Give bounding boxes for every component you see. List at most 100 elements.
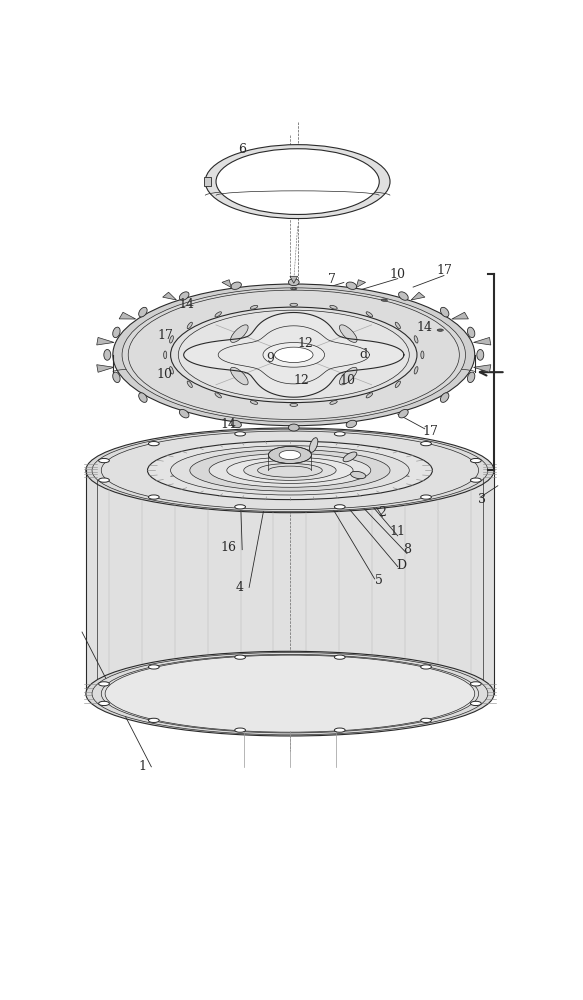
Ellipse shape xyxy=(187,322,192,329)
Ellipse shape xyxy=(414,336,418,343)
Text: 8: 8 xyxy=(403,543,411,556)
Ellipse shape xyxy=(440,393,449,402)
Ellipse shape xyxy=(421,442,431,446)
Ellipse shape xyxy=(215,312,222,317)
Ellipse shape xyxy=(290,403,298,406)
Ellipse shape xyxy=(470,682,481,686)
Ellipse shape xyxy=(275,347,313,363)
Polygon shape xyxy=(411,292,425,300)
Ellipse shape xyxy=(244,460,336,480)
Ellipse shape xyxy=(250,305,258,309)
Ellipse shape xyxy=(291,287,297,290)
Ellipse shape xyxy=(330,401,337,404)
Ellipse shape xyxy=(164,351,167,359)
Ellipse shape xyxy=(346,420,357,428)
Ellipse shape xyxy=(149,495,159,499)
Ellipse shape xyxy=(149,665,159,669)
Ellipse shape xyxy=(180,292,189,300)
Ellipse shape xyxy=(330,305,337,309)
Ellipse shape xyxy=(99,701,110,706)
Ellipse shape xyxy=(346,282,357,289)
Ellipse shape xyxy=(289,424,299,431)
Ellipse shape xyxy=(113,284,475,426)
Ellipse shape xyxy=(268,446,311,463)
Ellipse shape xyxy=(187,381,192,388)
Ellipse shape xyxy=(101,654,479,733)
Polygon shape xyxy=(97,337,114,345)
Polygon shape xyxy=(97,365,114,372)
Ellipse shape xyxy=(437,329,443,331)
Text: 12: 12 xyxy=(297,337,313,350)
Ellipse shape xyxy=(343,452,357,462)
Text: 14: 14 xyxy=(178,298,194,311)
Text: 1: 1 xyxy=(138,760,146,773)
Ellipse shape xyxy=(421,665,431,669)
Ellipse shape xyxy=(180,409,189,418)
Ellipse shape xyxy=(139,307,147,317)
Ellipse shape xyxy=(209,453,371,487)
Ellipse shape xyxy=(350,471,366,479)
Ellipse shape xyxy=(149,718,159,722)
Polygon shape xyxy=(119,312,136,319)
Ellipse shape xyxy=(205,145,390,219)
Polygon shape xyxy=(163,292,177,300)
Ellipse shape xyxy=(395,381,401,388)
Ellipse shape xyxy=(289,279,299,286)
Ellipse shape xyxy=(235,655,245,659)
Text: 3: 3 xyxy=(479,493,486,506)
Text: 10: 10 xyxy=(389,267,406,280)
Ellipse shape xyxy=(215,393,222,398)
Text: 17: 17 xyxy=(436,264,452,277)
Ellipse shape xyxy=(231,420,241,428)
Ellipse shape xyxy=(335,728,345,732)
Text: 16: 16 xyxy=(220,541,236,554)
Ellipse shape xyxy=(216,149,380,214)
Ellipse shape xyxy=(399,292,408,300)
Ellipse shape xyxy=(231,282,241,289)
Ellipse shape xyxy=(381,299,387,301)
Ellipse shape xyxy=(230,367,248,385)
Ellipse shape xyxy=(92,429,488,512)
Text: D: D xyxy=(396,559,407,572)
Ellipse shape xyxy=(470,458,481,463)
Text: 10: 10 xyxy=(340,374,356,387)
Ellipse shape xyxy=(128,290,459,420)
Ellipse shape xyxy=(292,288,296,289)
Ellipse shape xyxy=(190,450,390,491)
Ellipse shape xyxy=(366,393,373,398)
Text: 2: 2 xyxy=(378,506,387,519)
Text: 14: 14 xyxy=(417,321,433,334)
Ellipse shape xyxy=(366,312,373,317)
Ellipse shape xyxy=(250,401,258,404)
Ellipse shape xyxy=(421,351,424,359)
Ellipse shape xyxy=(227,457,353,483)
Ellipse shape xyxy=(170,336,173,343)
Ellipse shape xyxy=(395,322,401,329)
Ellipse shape xyxy=(147,441,433,500)
Polygon shape xyxy=(473,365,491,372)
Ellipse shape xyxy=(178,310,409,400)
Text: 14: 14 xyxy=(220,418,236,431)
Text: 17: 17 xyxy=(422,425,438,438)
Ellipse shape xyxy=(421,495,431,499)
Ellipse shape xyxy=(92,652,488,735)
Ellipse shape xyxy=(335,432,345,436)
Ellipse shape xyxy=(279,450,301,460)
Ellipse shape xyxy=(470,701,481,706)
Ellipse shape xyxy=(235,728,245,732)
Ellipse shape xyxy=(335,505,345,509)
Ellipse shape xyxy=(86,651,494,736)
Ellipse shape xyxy=(235,505,245,509)
Ellipse shape xyxy=(99,682,110,686)
Ellipse shape xyxy=(438,329,442,331)
Ellipse shape xyxy=(99,478,110,482)
Ellipse shape xyxy=(258,463,322,477)
Text: d: d xyxy=(359,348,367,361)
Ellipse shape xyxy=(122,288,465,422)
Text: 7: 7 xyxy=(328,273,336,286)
Ellipse shape xyxy=(468,372,475,383)
Ellipse shape xyxy=(104,349,111,360)
Ellipse shape xyxy=(99,458,110,463)
Text: 4: 4 xyxy=(236,581,244,594)
Bar xyxy=(203,177,212,186)
